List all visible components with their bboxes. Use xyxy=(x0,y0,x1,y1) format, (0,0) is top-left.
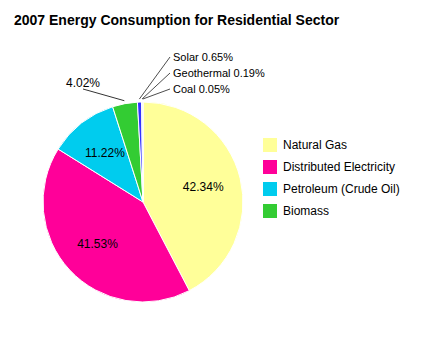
html-text:Biomass: Biomass xyxy=(283,204,329,218)
svg-text:Coal 0.05%: Coal 0.05% xyxy=(173,83,230,95)
svg-text:4.02%: 4.02% xyxy=(66,76,100,90)
svg-text:Geothermal 0.19%: Geothermal 0.19% xyxy=(173,67,265,79)
svg-text:11.22%: 11.22% xyxy=(85,146,125,160)
html-text:Petroleum (Crude Oil): Petroleum (Crude Oil) xyxy=(283,182,400,196)
svg-text:42.34%: 42.34% xyxy=(183,180,224,194)
html-text:Natural Gas: Natural Gas xyxy=(283,138,347,152)
html-text:Distributed Electricity: Distributed Electricity xyxy=(283,160,395,174)
svg-text:Solar 0.65%: Solar 0.65% xyxy=(173,51,233,63)
svg-text:41.53%: 41.53% xyxy=(77,237,118,251)
html-text:2007 Energy Consumption for Re: 2007 Energy Consumption for Residential … xyxy=(14,12,340,28)
